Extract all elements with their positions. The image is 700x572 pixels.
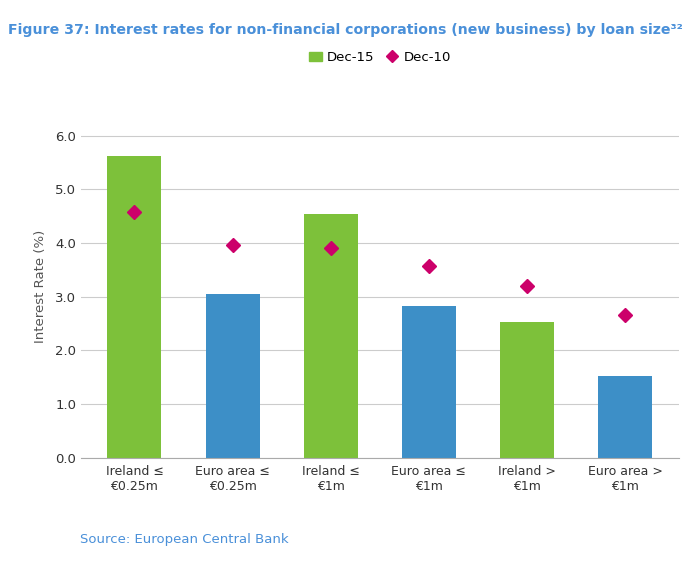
Y-axis label: Interest Rate (%): Interest Rate (%) xyxy=(34,229,47,343)
Bar xyxy=(304,213,358,458)
Bar xyxy=(402,307,456,458)
Text: Source: European Central Bank: Source: European Central Bank xyxy=(80,533,289,546)
Bar xyxy=(206,294,260,458)
Bar xyxy=(500,323,554,458)
Bar xyxy=(598,376,652,458)
Legend: Dec-15, Dec-10: Dec-15, Dec-10 xyxy=(303,46,456,69)
Text: Figure 37: Interest rates for non-financial corporations (new business) by loan : Figure 37: Interest rates for non-financ… xyxy=(8,23,683,37)
Bar xyxy=(108,156,162,458)
